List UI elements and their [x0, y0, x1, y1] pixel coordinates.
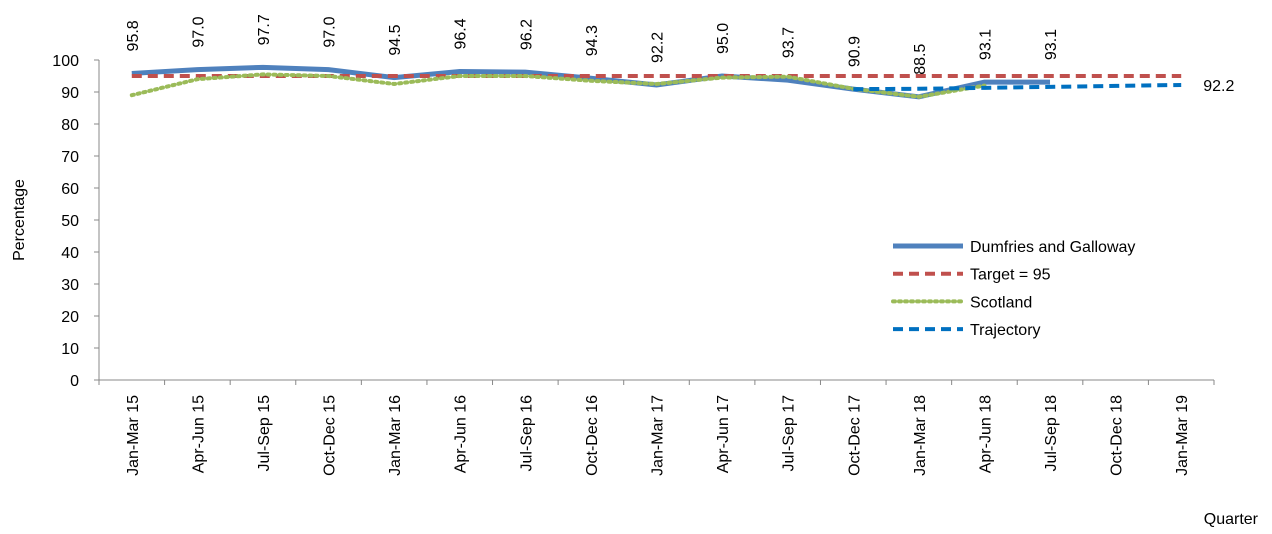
data-label: 92.2: [650, 32, 667, 63]
y-axis-label: Percentage: [11, 179, 28, 261]
data-label: 97.0: [190, 16, 207, 47]
legend-label: Dumfries and Galloway: [970, 239, 1135, 256]
y-tick-label: 40: [61, 245, 79, 262]
y-tick-label: 0: [70, 373, 79, 390]
data-label: 95.0: [715, 23, 732, 54]
data-label: 94.3: [584, 25, 601, 56]
y-tick-label: 80: [61, 117, 79, 134]
y-tick-label: 60: [61, 181, 79, 198]
x-tick-label: Oct-Dec 15: [322, 395, 339, 476]
legend-label: Target = 95: [970, 267, 1051, 284]
data-label: 93.1: [977, 29, 994, 60]
x-tick-label: Jul-Sep 17: [781, 395, 798, 472]
data-label: 96.4: [453, 18, 470, 49]
x-tick-label: Jan-Mar 16: [387, 395, 404, 476]
y-tick-label: 30: [61, 277, 79, 294]
data-label: 88.5: [912, 44, 929, 75]
x-tick-label: Jan-Mar 18: [912, 395, 929, 476]
x-tick-label: Apr-Jun 15: [190, 395, 207, 473]
x-tick-label: Jan-Mar 19: [1174, 395, 1191, 476]
series-line: [853, 82, 1182, 92]
x-tick-label: Jul-Sep 18: [1043, 395, 1060, 472]
y-tick-label: 100: [52, 53, 79, 70]
data-label: 93.1: [1043, 29, 1060, 60]
x-tick-label: Apr-Jun 17: [715, 395, 732, 473]
x-tick-label: Oct-Dec 18: [1109, 395, 1126, 476]
data-label: 90.9: [846, 36, 863, 67]
data-label: 96.2: [518, 19, 535, 50]
data-label: 97.7: [256, 14, 273, 45]
x-tick-label: Oct-Dec 17: [846, 395, 863, 476]
legend-label: Scotland: [970, 294, 1032, 311]
y-tick-label: 20: [61, 309, 79, 326]
data-label: 93.7: [781, 27, 798, 58]
series-line: [129, 72, 987, 99]
data-label: 94.5: [387, 24, 404, 55]
x-tick-label: Jan-Mar 15: [125, 395, 142, 476]
x-tick-label: Apr-Jun 18: [977, 395, 994, 473]
x-tick-label: Oct-Dec 16: [584, 395, 601, 476]
x-axis-label: Quarter: [1204, 511, 1259, 528]
x-tick-label: Jul-Sep 15: [256, 395, 273, 472]
y-tick-label: 50: [61, 213, 79, 230]
data-label: 95.8: [125, 20, 142, 51]
y-tick-label: 10: [61, 341, 79, 358]
y-tick-label: 70: [61, 149, 79, 166]
legend-label: Trajectory: [970, 322, 1041, 339]
x-tick-label: Jul-Sep 16: [518, 395, 535, 472]
data-label: 97.0: [322, 16, 339, 47]
data-label: 92.2: [1203, 78, 1234, 95]
y-tick-label: 90: [61, 85, 79, 102]
x-tick-label: Jan-Mar 17: [650, 395, 667, 476]
x-tick-label: Apr-Jun 16: [453, 395, 470, 473]
